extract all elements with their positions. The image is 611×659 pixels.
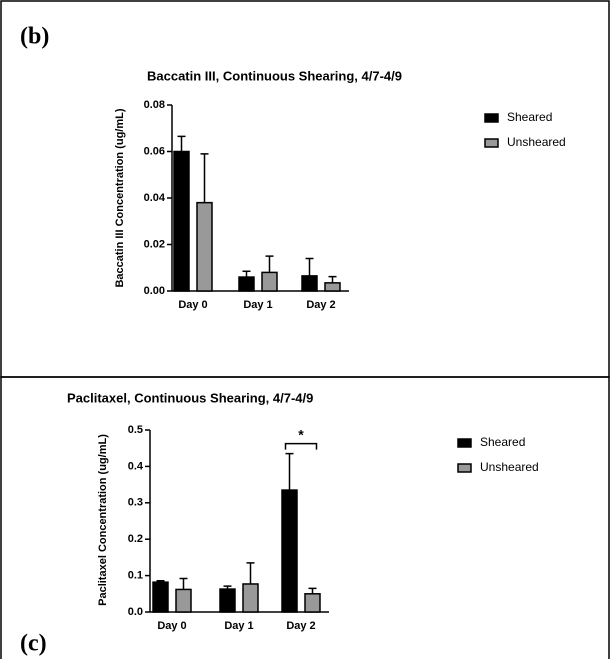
x-tick-label: Day 0 — [178, 299, 207, 311]
chart-title: Paclitaxel, Continuous Shearing, 4/7-4/9 — [67, 390, 313, 405]
x-tick-label: Day 2 — [286, 620, 315, 632]
legend-label: Sheared — [480, 435, 525, 449]
significance-bracket — [284, 442, 318, 450]
panel-frame — [0, 376, 610, 659]
y-tick-label: 0.5 — [128, 424, 143, 436]
panel-label: (b) — [20, 24, 49, 50]
bar — [281, 489, 298, 613]
y-tick-label: 0.4 — [128, 460, 144, 472]
y-axis-title: Paclitaxel Concentration (ug/mL) — [97, 434, 109, 606]
error-bar — [156, 579, 165, 583]
bar — [301, 275, 318, 292]
error-bar — [177, 135, 186, 152]
error-bar — [328, 275, 337, 283]
y-tick-label: 0.0 — [128, 606, 143, 618]
legend-label: Sheared — [507, 110, 552, 124]
error-bar — [246, 562, 255, 584]
bar — [324, 282, 341, 292]
x-tick-label: Day 1 — [224, 620, 253, 632]
y-tick-label: 0.02 — [144, 238, 165, 250]
x-tick-label: Day 2 — [306, 299, 335, 311]
error-bar — [200, 153, 209, 203]
bar — [152, 581, 169, 613]
legend-label: Unsheared — [480, 460, 539, 474]
y-tick-label: 0.04 — [144, 192, 166, 204]
y-tick-label: 0.00 — [144, 285, 165, 297]
y-tick-label: 0.1 — [128, 570, 143, 582]
bar — [196, 201, 213, 292]
bar — [238, 276, 255, 292]
legend-swatch — [457, 438, 472, 448]
bar — [173, 150, 190, 292]
bar — [219, 588, 236, 613]
legend-swatch — [457, 463, 472, 473]
legend-label: Unsheared — [507, 135, 566, 149]
y-axis-title: Baccatin III Concentration (ug/mL) — [114, 108, 126, 287]
x-tick-label: Day 0 — [157, 620, 186, 632]
error-bar — [223, 585, 232, 590]
error-bar — [179, 577, 188, 590]
panel-label: (c) — [20, 631, 47, 657]
bar — [261, 271, 278, 292]
y-tick-label: 0.3 — [128, 497, 143, 509]
error-bar — [305, 257, 314, 276]
bar — [175, 588, 192, 613]
legend-swatch — [484, 138, 499, 148]
legend-swatch — [484, 113, 499, 123]
error-bar — [242, 270, 251, 278]
chart-title: Baccatin III, Continuous Shearing, 4/7-4… — [147, 68, 402, 83]
annotation: * — [298, 426, 304, 442]
x-tick-label: Day 1 — [243, 299, 272, 311]
bar — [304, 593, 321, 613]
error-bar — [308, 587, 317, 594]
panel-frame — [0, 0, 610, 378]
error-bar — [265, 255, 274, 273]
error-bar — [285, 452, 294, 491]
y-tick-label: 0.2 — [128, 533, 143, 545]
y-tick-label: 0.08 — [144, 99, 165, 111]
y-tick-label: 0.06 — [144, 145, 165, 157]
bar — [242, 583, 259, 613]
